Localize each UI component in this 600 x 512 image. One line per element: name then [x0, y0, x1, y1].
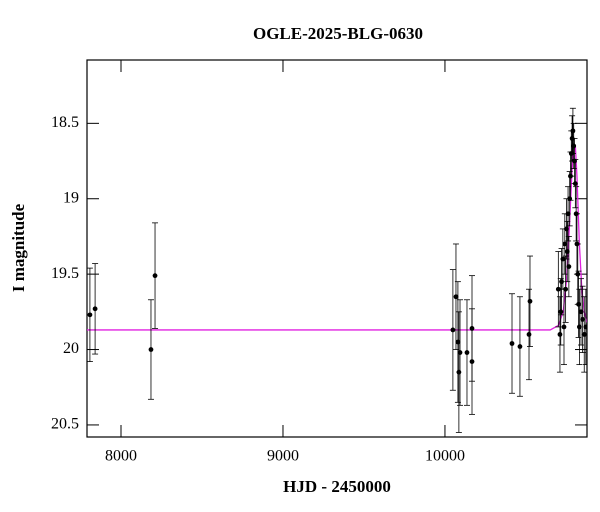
x-axis-label: HJD - 2450000 — [283, 477, 391, 496]
x-tick-label: 10000 — [425, 448, 465, 465]
data-point — [562, 241, 568, 247]
data-point — [455, 339, 461, 345]
data-point — [148, 347, 154, 352]
data-point — [565, 211, 571, 217]
model-curve — [87, 145, 587, 331]
chart-title: OGLE-2025-BLG-0630 — [253, 24, 423, 43]
plot-area — [87, 107, 587, 433]
data-point — [581, 332, 587, 337]
y-tick-label: 19 — [63, 189, 79, 206]
data-point — [560, 256, 566, 262]
y-tick-label: 19.5 — [51, 265, 79, 282]
data-point — [450, 327, 456, 333]
y-axis-label: I magnitude — [9, 203, 28, 292]
y-tick-label: 20 — [63, 340, 79, 357]
data-point — [457, 350, 463, 355]
data-point — [564, 249, 570, 254]
data-point — [464, 350, 470, 355]
data-point — [92, 306, 98, 312]
y-tick-label: 20.5 — [51, 416, 79, 433]
data-point — [509, 341, 515, 346]
data-point — [517, 344, 523, 349]
data-point — [152, 273, 158, 279]
data-point — [526, 332, 532, 337]
data-point — [555, 286, 561, 292]
data-point — [575, 271, 581, 277]
data-point — [527, 298, 533, 304]
data-point — [563, 286, 569, 292]
data-point — [572, 181, 578, 187]
data-point — [578, 309, 584, 315]
data-point — [576, 301, 581, 307]
data-point — [453, 294, 459, 300]
data-point — [576, 324, 582, 330]
data-point — [566, 264, 572, 269]
plot-frame — [86, 59, 588, 438]
data-point — [558, 309, 564, 315]
data-point — [580, 316, 586, 322]
data-point — [456, 369, 462, 375]
data-point — [557, 332, 563, 337]
data-point — [469, 359, 475, 364]
data-point — [561, 324, 567, 330]
data-point — [570, 128, 576, 134]
y-tick-label: 18.5 — [51, 114, 79, 131]
x-tick-label: 9000 — [267, 448, 299, 465]
x-tick-label: 8000 — [105, 448, 137, 465]
data-point — [583, 324, 587, 330]
data-point — [87, 312, 93, 318]
data-point — [571, 143, 577, 149]
